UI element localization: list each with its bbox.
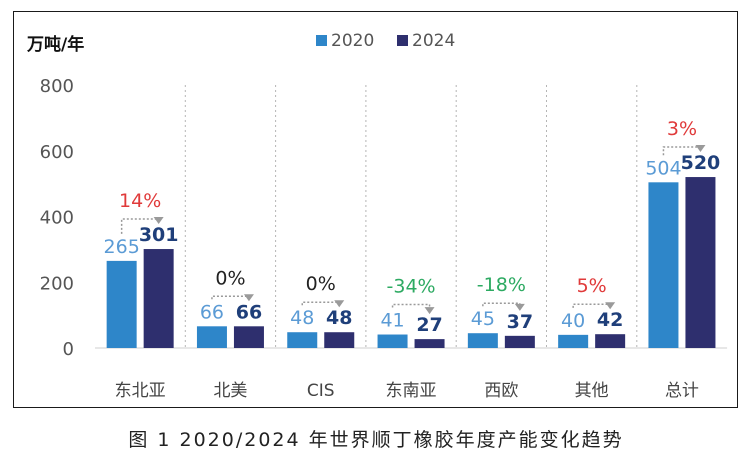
legend-label: 2020 bbox=[331, 31, 374, 51]
bar-2024 bbox=[414, 339, 445, 348]
x-tick-label: 西欧 bbox=[484, 381, 518, 401]
y-tick-label: 600 bbox=[40, 142, 74, 163]
change-label: -34% bbox=[387, 276, 436, 298]
y-tick-label: 200 bbox=[40, 273, 74, 294]
data-label-2024: 37 bbox=[507, 311, 533, 333]
legend-swatch bbox=[397, 35, 408, 46]
bar-2020 bbox=[287, 332, 318, 348]
change-arrow bbox=[153, 217, 164, 225]
legend-label: 2024 bbox=[412, 31, 455, 51]
data-label-2024: 42 bbox=[597, 309, 623, 331]
bar-2024 bbox=[504, 335, 535, 348]
data-label-2024: 48 bbox=[326, 307, 352, 329]
bar-2024 bbox=[143, 249, 174, 348]
bar-2020 bbox=[467, 333, 498, 348]
change-label: 3% bbox=[667, 118, 697, 140]
bar-2020 bbox=[106, 260, 137, 348]
bar-2024 bbox=[233, 326, 264, 348]
data-label-2020: 45 bbox=[471, 308, 495, 330]
change-bracket bbox=[391, 303, 431, 310]
y-tick-label: 400 bbox=[40, 208, 74, 229]
bar-2020 bbox=[558, 334, 589, 348]
x-tick-label: 东北亚 bbox=[115, 381, 166, 401]
bar-2020 bbox=[196, 326, 227, 348]
bar-2024 bbox=[324, 332, 355, 348]
data-label-2024: 66 bbox=[236, 301, 262, 323]
y-tick-label: 0 bbox=[63, 339, 74, 360]
x-tick-label: 其他 bbox=[575, 381, 609, 401]
change-label: 14% bbox=[119, 190, 161, 212]
bar-2024 bbox=[595, 334, 626, 348]
change-arrow bbox=[605, 302, 616, 310]
legend-swatch bbox=[316, 35, 327, 46]
change-bracket bbox=[572, 303, 611, 308]
data-label-2024: 27 bbox=[416, 314, 442, 336]
y-axis-title: 万吨/年 bbox=[26, 34, 84, 55]
x-tick-label: 东南亚 bbox=[386, 381, 437, 401]
change-bracket bbox=[482, 302, 521, 307]
bar-2020 bbox=[648, 182, 679, 348]
change-bracket bbox=[662, 146, 701, 156]
change-label: 0% bbox=[215, 267, 245, 289]
change-arrow bbox=[334, 300, 345, 308]
x-tick-label: 总计 bbox=[665, 381, 699, 401]
x-tick-label: 北美 bbox=[213, 381, 247, 401]
change-label: -18% bbox=[477, 274, 526, 296]
figure-caption: 图 1 2020/2024 年世界顺丁橡胶年度产能变化趋势 bbox=[128, 429, 624, 451]
change-arrow bbox=[424, 307, 435, 315]
change-label: 0% bbox=[306, 273, 336, 295]
change-arrow bbox=[514, 303, 525, 311]
data-label-2024: 520 bbox=[681, 152, 721, 174]
data-label-2020: 48 bbox=[290, 307, 314, 329]
bar-2020 bbox=[377, 334, 408, 348]
data-label-2024: 301 bbox=[139, 224, 179, 246]
change-arrow bbox=[243, 294, 254, 302]
change-label: 5% bbox=[577, 275, 607, 297]
change-bracket bbox=[211, 295, 249, 300]
change-arrow bbox=[695, 145, 706, 153]
data-label-2020: 265 bbox=[104, 236, 140, 258]
bar-2024 bbox=[685, 177, 716, 348]
change-bracket bbox=[120, 218, 159, 234]
data-label-2020: 40 bbox=[561, 310, 585, 332]
data-label-2020: 41 bbox=[380, 310, 404, 332]
change-bracket bbox=[301, 301, 340, 306]
x-tick-label: CIS bbox=[307, 381, 335, 401]
data-label-2020: 66 bbox=[200, 301, 224, 323]
data-label-2020: 504 bbox=[645, 157, 681, 179]
y-tick-label: 800 bbox=[40, 76, 74, 97]
